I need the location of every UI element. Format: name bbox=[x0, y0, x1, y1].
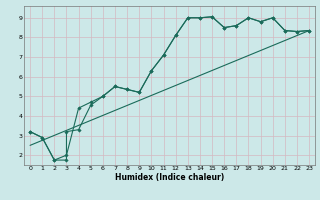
X-axis label: Humidex (Indice chaleur): Humidex (Indice chaleur) bbox=[115, 173, 224, 182]
